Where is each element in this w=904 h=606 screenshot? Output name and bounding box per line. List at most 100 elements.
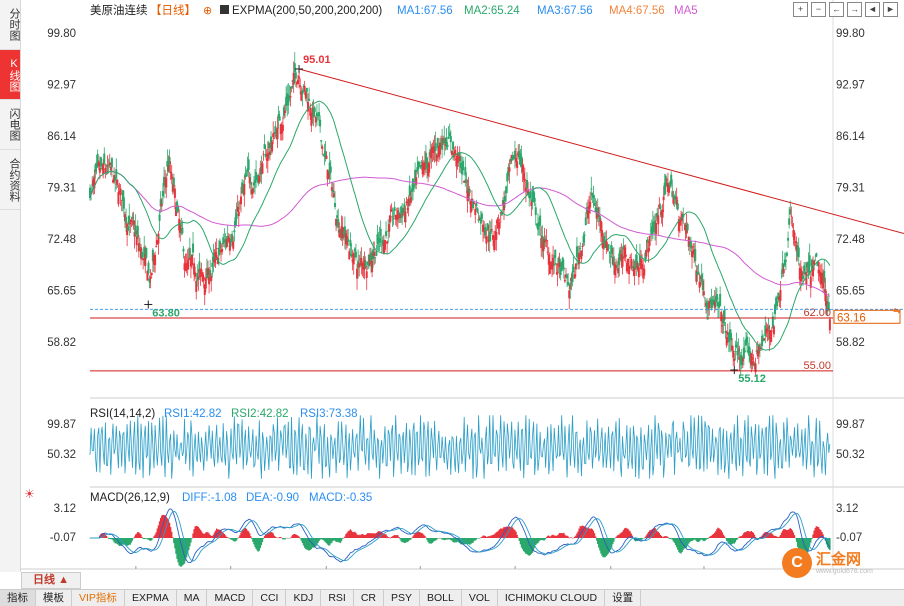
candle-body (476, 208, 478, 212)
macd-bar (571, 537, 572, 538)
candle-body (354, 249, 356, 252)
candle-body (145, 248, 147, 258)
candle-body (499, 223, 501, 229)
candle (103, 147, 105, 165)
candle (486, 223, 488, 231)
macd-bar (724, 536, 725, 538)
candle-body (194, 272, 196, 276)
candle (243, 175, 245, 206)
candle (489, 220, 491, 252)
candle-body (787, 238, 789, 241)
candle-body (103, 154, 105, 164)
logo-text: 汇金网 (816, 552, 873, 568)
indicator-tab-8[interactable]: RSI (321, 590, 354, 606)
candle-body (481, 214, 483, 219)
candle-body (574, 274, 576, 278)
candle-body (590, 189, 592, 190)
site-logo: C 汇金网 www.gold678.com (782, 548, 873, 578)
toolbar-button-3[interactable]: → (847, 2, 862, 17)
candle-body (663, 197, 665, 200)
macd-bar (595, 536, 596, 538)
candle-body (734, 351, 736, 352)
candle (578, 246, 580, 270)
candle-body (415, 177, 417, 184)
candle (355, 244, 357, 261)
y-tick-left-5: 65.65 (47, 286, 76, 298)
indicator-tab-5[interactable]: MACD (207, 590, 253, 606)
indicator-tab-12[interactable]: VOL (462, 590, 498, 606)
candle-body (628, 266, 630, 275)
candle-body (464, 167, 466, 175)
candle-body (802, 276, 804, 279)
candle-body (575, 263, 577, 269)
sidebar-tab-3[interactable]: 合约资料 (0, 150, 20, 210)
candle (463, 180, 465, 183)
candle-body (643, 269, 645, 276)
indicator-tab-1[interactable]: 模板 (36, 590, 72, 606)
candle-body (221, 249, 223, 252)
candle-body (388, 224, 390, 231)
candle-body (320, 140, 322, 141)
candle-body (829, 319, 831, 330)
candle-body (116, 179, 118, 184)
candle-body (159, 215, 161, 221)
indicator-tab-13[interactable]: ICHIMOKU CLOUD (498, 590, 605, 606)
candle (154, 252, 156, 273)
indicator-tab-2[interactable]: VIP指标 (72, 590, 125, 606)
candle-body (181, 228, 183, 234)
candle-body (161, 204, 163, 206)
macd-bar (811, 538, 812, 539)
indicator-tab-14[interactable]: 设置 (605, 590, 641, 606)
candle (815, 253, 817, 258)
candle-body (355, 252, 357, 258)
indicator-tab-0[interactable]: 指标 (0, 590, 36, 606)
candle (476, 207, 478, 213)
candle (147, 260, 149, 275)
candle-body (348, 251, 350, 259)
indicator-tab-3[interactable]: EXPMA (125, 590, 177, 606)
toolbar-button-0[interactable]: + (793, 2, 808, 17)
candle (829, 317, 831, 334)
indicator-tab-11[interactable]: BOLL (420, 590, 462, 606)
candle (583, 232, 585, 246)
candle-body (318, 112, 320, 116)
indicator-tab-9[interactable]: CR (354, 590, 384, 606)
sidebar-tab-1[interactable]: K线图 (0, 50, 20, 100)
toolbar-button-1[interactable]: − (811, 2, 826, 17)
indicator-tab-10[interactable]: PSY (384, 590, 420, 606)
sidebar-tab-0[interactable]: 分时图 (0, 0, 20, 50)
candle-body (474, 209, 476, 215)
indicator-tab-4[interactable]: MA (177, 590, 208, 606)
candle-body (724, 310, 726, 321)
candle-body (277, 128, 279, 140)
candle-body (233, 230, 235, 232)
candle-body (232, 242, 234, 249)
candle (580, 250, 582, 263)
candle-body (798, 248, 800, 258)
candle (810, 271, 812, 298)
y-tick-right-3: 79.31 (836, 182, 865, 194)
candle-body (823, 271, 825, 283)
candle (346, 229, 348, 248)
indicator-tab-6[interactable]: CCI (253, 590, 286, 606)
candle-body (694, 249, 696, 261)
candle-body (790, 216, 792, 217)
toolbar-button-4[interactable]: ◄ (865, 2, 880, 17)
candle-body (638, 267, 640, 277)
candle-body (321, 146, 323, 149)
annotation-label-2: 55.12 (738, 373, 766, 385)
candle (353, 252, 355, 275)
candle (241, 179, 243, 194)
toolbar-button-5[interactable]: ► (883, 2, 898, 17)
toolbar-button-2[interactable]: ← (829, 2, 844, 17)
period-button[interactable]: 日线 ▲ (21, 572, 81, 589)
candle-body (580, 251, 582, 259)
candle-body (374, 257, 376, 258)
candle-body (495, 232, 497, 240)
candle-body (824, 289, 826, 301)
macd-bar (737, 538, 738, 539)
candle-body (353, 253, 355, 264)
indicator-tab-7[interactable]: KDJ (286, 590, 321, 606)
sidebar-tab-2[interactable]: 闪电图 (0, 100, 20, 150)
